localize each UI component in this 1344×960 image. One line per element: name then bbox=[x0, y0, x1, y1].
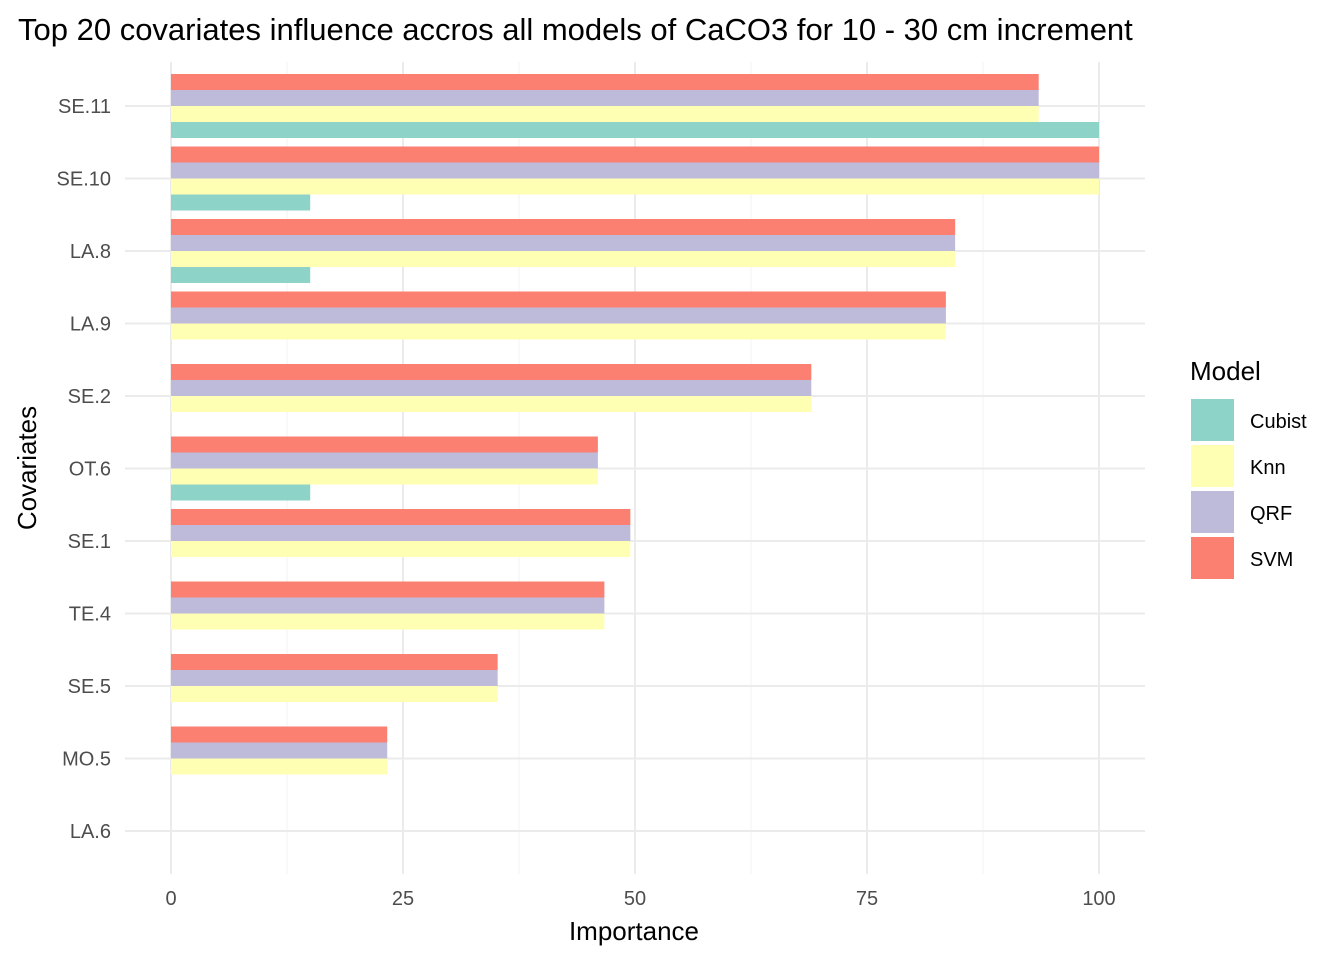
x-tick-labels: 0 25 50 75 100 bbox=[165, 888, 1115, 910]
bar-knn-se-5 bbox=[171, 686, 498, 702]
bar-svm-la-9 bbox=[171, 291, 946, 308]
x-tick-label: 50 bbox=[624, 888, 646, 910]
bars bbox=[171, 74, 1099, 775]
bar-qrf-ot-6 bbox=[171, 452, 598, 469]
bar-knn-te-4 bbox=[171, 613, 605, 630]
y-tick-labels: SE.11 SE.10 LA.8 LA.9 SE.2 OT.6 SE.1 TE.4 SE.5 MO… bbox=[57, 96, 111, 843]
bar-svm-se-5 bbox=[171, 654, 498, 670]
bar-cubist-se-10 bbox=[171, 194, 311, 211]
y-tick-label: SE.5 bbox=[68, 676, 111, 698]
y-axis-title: Covariates bbox=[12, 406, 42, 530]
bar-qrf-la-9 bbox=[171, 307, 946, 324]
bar-svm-se-11 bbox=[171, 74, 1039, 90]
y-tick-label: LA.6 bbox=[70, 821, 111, 843]
bar-knn-se-10 bbox=[171, 178, 1099, 195]
x-tick-label: 25 bbox=[392, 888, 414, 910]
bar-cubist-la-8 bbox=[171, 267, 311, 283]
legend: Model Cubist Knn QRF SVM bbox=[1190, 356, 1307, 579]
x-axis-title: Importance bbox=[569, 916, 699, 946]
legend-label-qrf: QRF bbox=[1250, 503, 1292, 525]
bar-knn-ot-6 bbox=[171, 468, 598, 485]
y-tick-label: LA.9 bbox=[70, 314, 111, 336]
bar-qrf-mo-5 bbox=[171, 742, 388, 759]
y-tick-label: SE.10 bbox=[57, 169, 111, 191]
bar-svm-se-2 bbox=[171, 364, 812, 380]
legend-swatch-qrf bbox=[1191, 491, 1234, 533]
bar-qrf-se-11 bbox=[171, 90, 1039, 106]
bar-qrf-se-10 bbox=[171, 162, 1099, 179]
bar-knn-la-9 bbox=[171, 323, 946, 340]
legend-label-svm: SVM bbox=[1250, 549, 1293, 571]
bar-cubist-ot-6 bbox=[171, 484, 311, 501]
bar-qrf-la-8 bbox=[171, 235, 956, 251]
y-tick-label: TE.4 bbox=[69, 604, 111, 626]
y-tick-label: SE.11 bbox=[58, 96, 111, 118]
bar-cubist-se-11 bbox=[171, 122, 1099, 138]
bar-knn-se-2 bbox=[171, 396, 812, 412]
bar-svm-te-4 bbox=[171, 581, 605, 598]
y-tick-label: SE.2 bbox=[68, 386, 111, 408]
x-tick-label: 0 bbox=[165, 888, 176, 910]
chart-title: Top 20 covariates influence accros all m… bbox=[18, 12, 1133, 47]
bar-svm-la-8 bbox=[171, 219, 956, 235]
bar-svm-se-10 bbox=[171, 146, 1099, 163]
bar-qrf-se-2 bbox=[171, 380, 812, 396]
legend-label-cubist: Cubist bbox=[1250, 411, 1307, 433]
bar-svm-ot-6 bbox=[171, 436, 598, 453]
legend-swatch-knn bbox=[1191, 445, 1234, 487]
legend-swatch-svm bbox=[1191, 537, 1234, 579]
y-tick-label: LA.8 bbox=[70, 241, 111, 263]
bar-knn-mo-5 bbox=[171, 758, 388, 775]
legend-title: Model bbox=[1190, 356, 1261, 386]
bar-svm-mo-5 bbox=[171, 726, 388, 743]
bar-qrf-se-5 bbox=[171, 670, 498, 686]
y-tick-label: OT.6 bbox=[69, 459, 111, 481]
x-tick-label: 75 bbox=[856, 888, 878, 910]
bar-qrf-se-1 bbox=[171, 525, 631, 541]
legend-label-knn: Knn bbox=[1250, 457, 1286, 479]
y-tick-label: MO.5 bbox=[62, 749, 111, 771]
legend-swatch-cubist bbox=[1191, 399, 1234, 441]
bar-knn-se-11 bbox=[171, 106, 1039, 122]
bar-svm-se-1 bbox=[171, 509, 631, 525]
bar-qrf-te-4 bbox=[171, 597, 605, 614]
bar-knn-se-1 bbox=[171, 541, 631, 557]
bar-knn-la-8 bbox=[171, 251, 956, 267]
y-tick-label: SE.1 bbox=[68, 531, 111, 553]
x-tick-label: 100 bbox=[1082, 888, 1115, 910]
